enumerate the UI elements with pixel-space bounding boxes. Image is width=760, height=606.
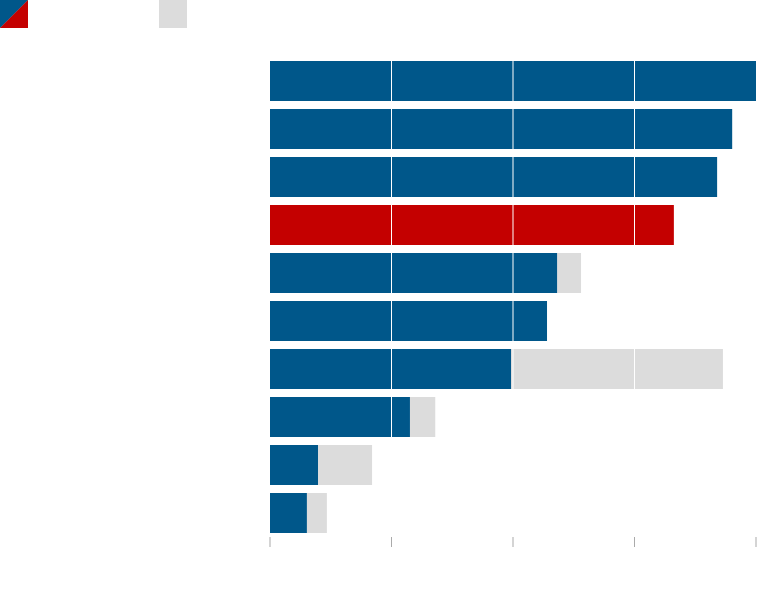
bar: [270, 253, 558, 293]
bar: [270, 157, 718, 197]
bar: [511, 349, 723, 389]
bar: [557, 253, 582, 293]
legend-swatch: [0, 0, 28, 28]
bar: [270, 493, 307, 533]
bar: [409, 397, 436, 437]
bar: [270, 397, 410, 437]
bar: [270, 301, 548, 341]
legend: [0, 0, 187, 28]
bar: [318, 445, 373, 485]
bar: [270, 445, 319, 485]
bar: [306, 493, 327, 533]
bar: [270, 205, 674, 245]
bar: [270, 349, 512, 389]
bar: [270, 109, 733, 149]
legend-swatch: [159, 0, 187, 28]
